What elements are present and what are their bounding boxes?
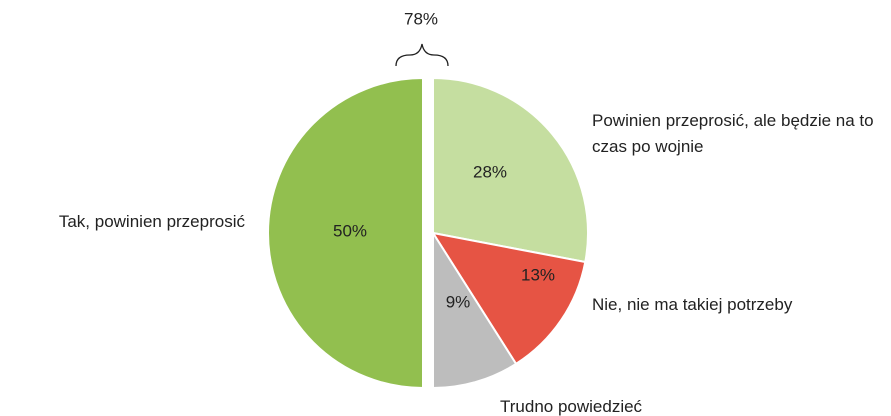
slice-category-label: Nie, nie ma takiej potrzeby [592, 295, 793, 314]
pie-slice [267, 76, 424, 390]
slice-value-label: 13% [521, 265, 555, 284]
pie-slice [432, 76, 589, 264]
slice-value-label: 9% [446, 292, 471, 311]
slice-category-label: Powinien przeprosić, ale będzie na to cz… [592, 111, 874, 156]
slice-category-label: Trudno powiedzieć [500, 397, 643, 416]
slice-value-label: 28% [473, 162, 507, 181]
pie-slice [432, 229, 518, 390]
annotation: 78% [404, 9, 438, 28]
slice-value-label: 50% [333, 221, 367, 240]
pie-slice [430, 231, 587, 366]
brace [395, 43, 449, 67]
slice-category-label: Tak, powinien przeprosić [58, 212, 245, 231]
